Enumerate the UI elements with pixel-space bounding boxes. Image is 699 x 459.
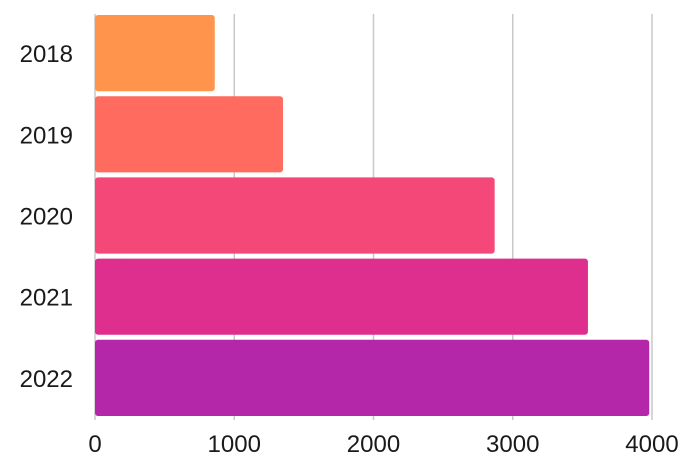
y-tick-label-2018: 2018 [20,41,73,68]
bar-2022 [95,339,650,416]
bar-2018 [95,15,215,92]
y-tick-label-2021: 2021 [20,285,73,312]
x-tick-label-3000: 3000 [486,431,539,458]
y-tick-label-2019: 2019 [20,122,73,149]
x-tick-label-4000: 4000 [625,431,678,458]
x-axis-tick-labels: 0 1000 2000 3000 4000 [88,431,678,458]
y-tick-label-2020: 2020 [20,204,73,231]
x-tick-label-0: 0 [88,431,101,458]
y-axis-tick-labels: 2018 2019 2020 2021 2022 [20,41,73,393]
x-tick-label-2000: 2000 [347,431,400,458]
bar-2019 [95,96,283,173]
y-tick-label-2022: 2022 [20,366,73,393]
bar-2020 [95,177,495,254]
bars [95,15,650,416]
x-tick-label-1000: 1000 [208,431,261,458]
bar-2021 [95,258,588,335]
